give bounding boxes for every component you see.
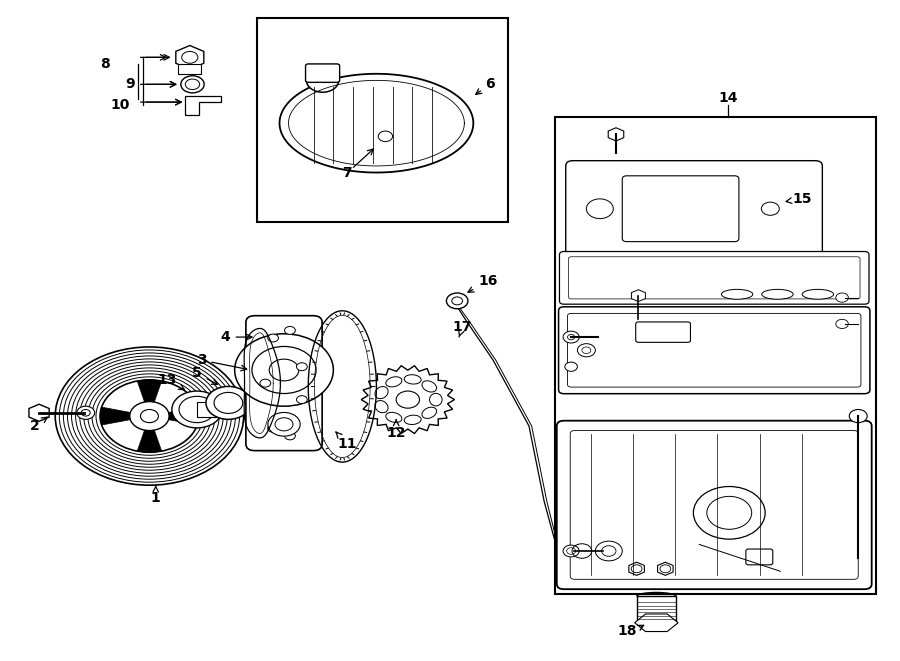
Text: 18: 18 (617, 624, 636, 639)
FancyBboxPatch shape (246, 316, 322, 451)
Circle shape (296, 396, 307, 404)
Ellipse shape (422, 407, 436, 418)
Circle shape (76, 407, 94, 419)
Bar (257, 18, 508, 222)
Polygon shape (168, 407, 199, 425)
FancyBboxPatch shape (622, 176, 739, 242)
Circle shape (275, 418, 293, 431)
FancyBboxPatch shape (559, 307, 870, 394)
Circle shape (252, 346, 316, 393)
Ellipse shape (404, 375, 421, 384)
Polygon shape (185, 96, 221, 115)
Ellipse shape (386, 412, 402, 422)
Circle shape (284, 327, 295, 334)
Circle shape (181, 76, 204, 93)
Text: 10: 10 (110, 98, 130, 112)
Circle shape (235, 334, 333, 407)
Polygon shape (176, 46, 203, 69)
Circle shape (267, 334, 278, 342)
Text: 6: 6 (476, 77, 495, 95)
FancyBboxPatch shape (305, 64, 339, 83)
Circle shape (206, 387, 251, 419)
Circle shape (284, 432, 295, 440)
Circle shape (582, 347, 591, 354)
Circle shape (587, 199, 613, 219)
Circle shape (596, 541, 622, 561)
Polygon shape (632, 290, 645, 301)
Polygon shape (658, 563, 673, 575)
Circle shape (601, 546, 616, 557)
Text: 17: 17 (453, 320, 472, 337)
FancyBboxPatch shape (635, 322, 690, 342)
Circle shape (306, 69, 338, 93)
FancyBboxPatch shape (566, 161, 823, 256)
Text: 7: 7 (342, 165, 352, 180)
Circle shape (267, 424, 278, 432)
Circle shape (172, 391, 222, 428)
Polygon shape (280, 74, 473, 173)
Circle shape (81, 409, 90, 416)
Circle shape (706, 496, 752, 529)
Text: 15: 15 (786, 192, 813, 206)
Circle shape (185, 79, 200, 90)
Circle shape (563, 545, 580, 557)
Ellipse shape (802, 290, 833, 299)
Circle shape (761, 202, 779, 215)
Text: 13: 13 (158, 373, 184, 389)
Ellipse shape (429, 393, 442, 406)
Circle shape (269, 359, 299, 381)
Circle shape (130, 402, 169, 430)
Ellipse shape (404, 415, 421, 424)
Polygon shape (29, 405, 50, 421)
Circle shape (179, 397, 215, 422)
Ellipse shape (422, 381, 436, 392)
Polygon shape (634, 614, 678, 631)
Ellipse shape (761, 290, 793, 299)
Polygon shape (137, 430, 162, 452)
Ellipse shape (386, 377, 402, 387)
Circle shape (214, 393, 243, 413)
Polygon shape (608, 128, 624, 141)
Text: 12: 12 (386, 420, 406, 440)
Circle shape (836, 319, 849, 329)
Ellipse shape (722, 290, 752, 299)
Circle shape (578, 344, 595, 357)
Circle shape (693, 486, 765, 539)
Text: 11: 11 (336, 432, 356, 451)
Text: 1: 1 (151, 486, 160, 506)
FancyBboxPatch shape (560, 252, 869, 304)
Circle shape (378, 131, 392, 141)
Circle shape (836, 293, 849, 302)
Polygon shape (137, 380, 162, 402)
Circle shape (563, 331, 580, 343)
FancyBboxPatch shape (557, 420, 872, 589)
Bar (178, 64, 202, 74)
Polygon shape (361, 366, 454, 434)
Ellipse shape (375, 401, 388, 412)
Circle shape (260, 379, 271, 387)
Ellipse shape (375, 387, 388, 399)
Bar (636, 596, 676, 623)
Text: 3: 3 (197, 353, 247, 371)
Circle shape (850, 409, 868, 422)
Text: 2: 2 (30, 417, 48, 433)
Circle shape (296, 363, 307, 371)
Circle shape (140, 409, 158, 422)
Text: 16: 16 (468, 274, 498, 292)
Circle shape (568, 334, 575, 340)
Polygon shape (629, 563, 644, 575)
Circle shape (565, 362, 578, 371)
Text: 5: 5 (192, 366, 218, 385)
Circle shape (268, 412, 301, 436)
FancyBboxPatch shape (746, 549, 773, 565)
Circle shape (396, 391, 419, 408)
Bar (197, 402, 220, 417)
Text: 9: 9 (125, 77, 134, 91)
Polygon shape (100, 407, 130, 425)
Bar (555, 116, 877, 594)
Text: 4: 4 (220, 330, 252, 344)
Text: 8: 8 (100, 57, 110, 71)
Text: 14: 14 (718, 91, 738, 105)
